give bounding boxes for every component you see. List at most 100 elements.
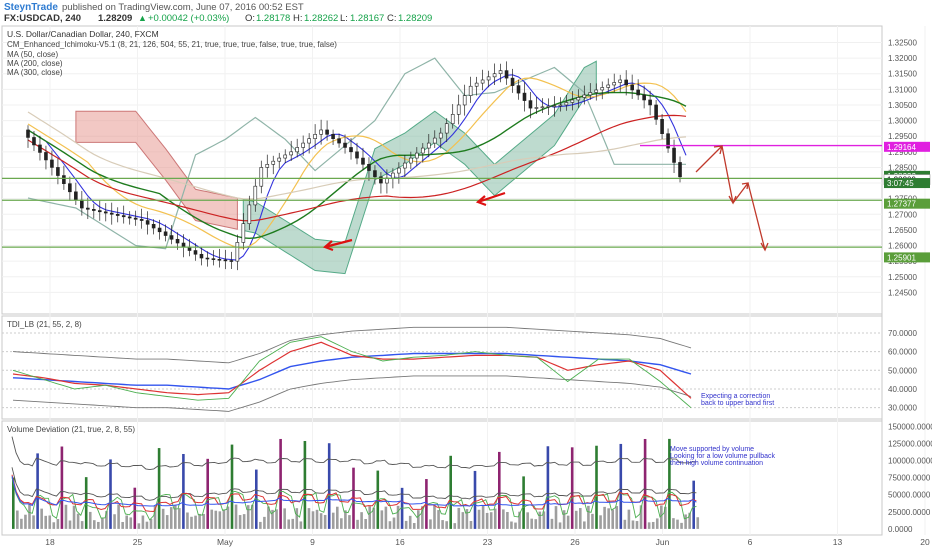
volume-bar [392,517,396,529]
volume-bar [676,519,679,529]
volume-upper-band [11,436,697,471]
volume-bar [360,512,363,529]
candle-body [486,76,491,81]
volume-bar [623,519,627,529]
volume-bar [117,504,120,529]
price-tick-label: 1.31000 [888,85,917,94]
time-tick-label: Jun [656,537,670,547]
price-tick-label: 1.27000 [888,210,917,219]
candle-body [426,142,431,149]
candle-body [355,151,359,159]
candle-body [588,92,593,96]
projection-arrow-down [721,145,737,205]
open-value: 1.28178 [256,13,290,24]
volume-bar [380,510,384,529]
volume-bar [129,517,133,529]
candle-body [600,87,605,91]
volume-bar [161,508,165,529]
volume-bar [190,516,193,529]
volume-bar [303,440,307,529]
price-tick-label: 1.25000 [888,273,917,282]
volume-bar [101,518,104,529]
volume-bar [125,515,128,529]
volume-bar [461,512,465,529]
volume-bar [137,523,141,529]
volume-bar [421,506,424,529]
candle-body [582,94,587,98]
volume-bar [36,453,39,529]
volume-bar [498,451,501,529]
volume-bar [340,518,343,529]
candle-body [319,129,323,135]
price-tick-label: 1.24500 [888,288,917,297]
volume-bar [186,512,189,529]
candle-body [558,104,563,107]
volume-bar [518,511,521,529]
candle-body [271,160,276,165]
volume-tick-label: 25000.0000 [888,508,931,517]
candle-body [235,242,240,262]
candle-body [678,162,682,178]
volume-bar [44,515,47,529]
volume-bar [336,506,339,529]
candle-body [62,175,66,184]
price-tick-label: 1.31500 [888,70,917,79]
volume-bar [506,512,509,529]
volume-bar [348,515,351,529]
volume-bar [283,508,286,529]
price-badge [884,178,930,189]
candle-body [397,167,401,174]
volume-bar [453,523,457,529]
volume-bar [538,511,542,529]
volume-bar [52,522,56,529]
volume-bar [356,519,359,529]
volume-tick-label: 75000.0000 [888,474,931,483]
volume-bar [275,509,278,529]
volume-bar [493,508,497,529]
volume-bar [631,520,635,529]
candle-body [127,216,132,219]
candle-body [648,99,652,106]
volume-bar [615,506,619,529]
ichimoku-legend: CM_Enhanced_Ichimoku-V5.1 (8, 21, 126, 5… [7,40,337,49]
volume-bar [445,521,448,529]
candle-body [301,142,305,148]
volume-bar [688,512,691,529]
candle-body [438,132,443,139]
volume-bar [433,505,436,529]
candle-body [325,129,329,135]
candle-body [510,77,515,86]
candle-body [145,220,150,225]
volume-bar [510,521,513,529]
candle-body [349,147,353,153]
volume-bar [295,508,299,529]
candle-body [432,137,437,144]
candle-body [175,238,180,244]
volume-bar [234,504,238,529]
candle-body [534,107,539,109]
candle-body [56,167,60,176]
candle-body [498,70,503,75]
volume-bar [502,509,505,529]
tdi-tick-label: 70.0000 [888,329,917,338]
volume-bar [412,523,416,529]
volume-bar [222,509,226,529]
volume-bar [599,515,602,529]
author-name[interactable]: SteynTrade [4,2,58,13]
candle-body [546,105,551,108]
volume-bar [198,513,201,529]
volume-bar [526,512,529,529]
volume-bar [210,509,214,529]
up-arrow-icon: ▲ [138,13,147,23]
candle-body [660,119,664,135]
candle-body [109,212,114,215]
candle-body [86,207,90,210]
volume-bar [417,510,420,529]
candle-body [636,89,640,96]
volume-bar [141,515,145,529]
publish-info: published on TradingView.com, June 07, 2… [62,2,304,13]
projection-arrow-up [695,145,723,173]
candle-body [361,157,365,165]
indicator-lines [27,57,687,261]
candle-body [253,185,258,206]
